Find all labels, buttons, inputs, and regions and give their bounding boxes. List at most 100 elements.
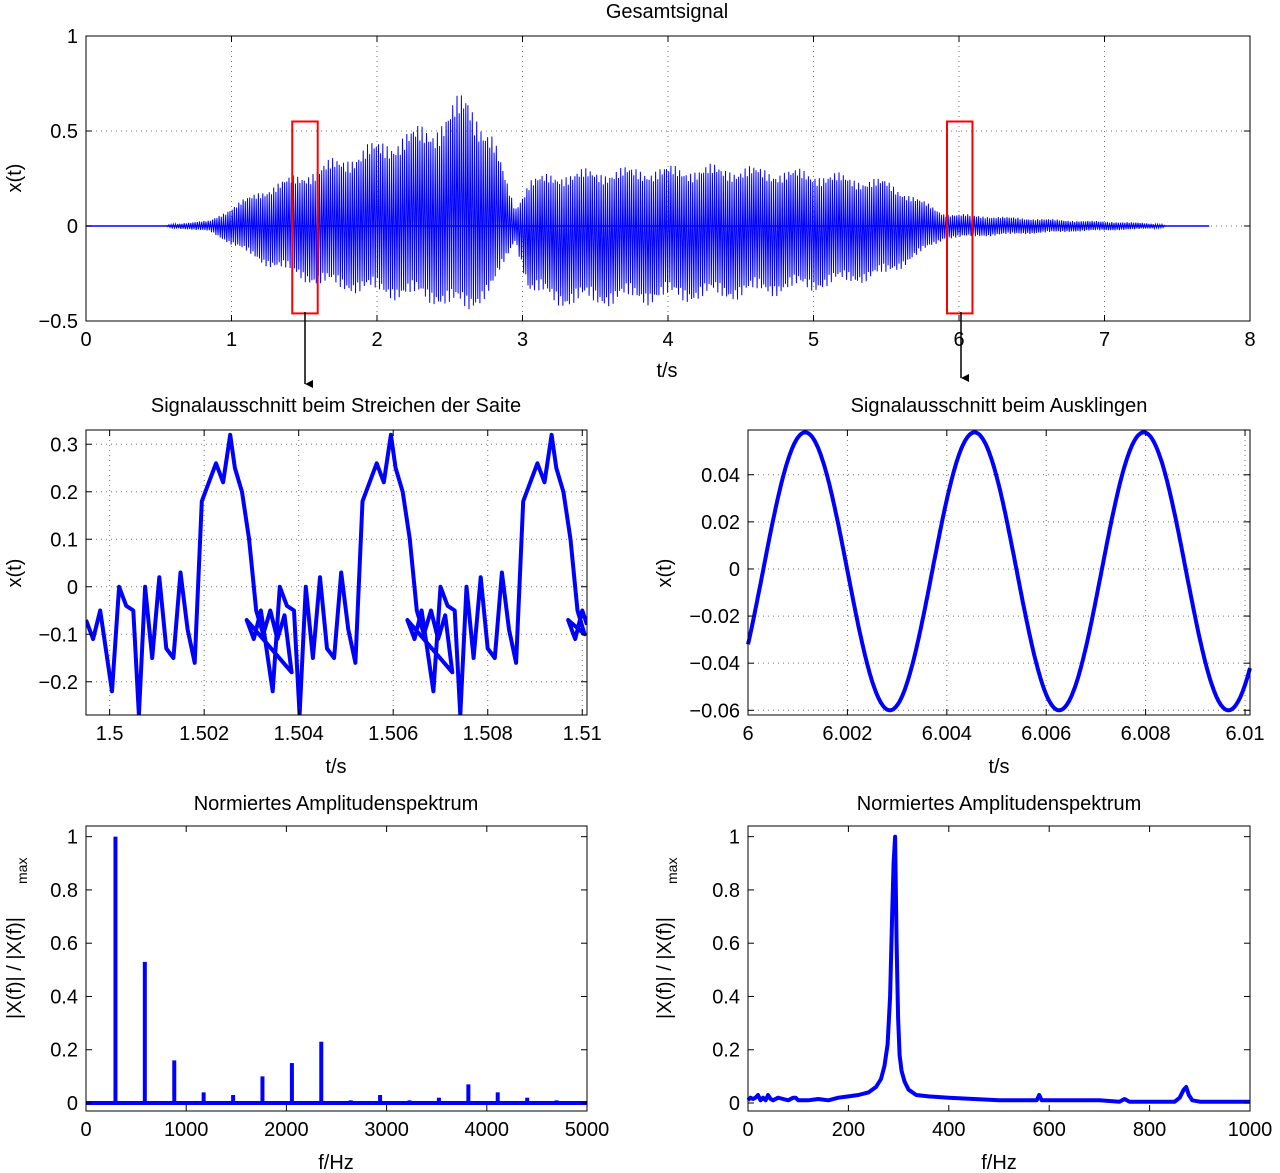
axis-ticks: 1.5 1.502 1.504 1.506 1.508 1.51 0.3 0.2 0.1 0 −0.… [39,430,602,745]
y-tick-label: −0.1 [39,624,78,646]
x-axis-label: t/s [325,756,346,778]
y-axis-label: x(t) [4,559,26,588]
x-tick-label: 800 [1133,1119,1166,1141]
y-tick-label: 0 [67,1093,78,1115]
chart-title: Gesamtsignal [606,1,728,23]
y-axis-label: x(t) [654,559,676,588]
decay-segment-chart: Signalausschnitt beim Ausklingen 6 6.002 6… [654,395,1264,778]
x-axis-label: f/Hz [981,1152,1017,1173]
y-tick-label: 0 [729,559,740,581]
y-tick-label: 0.6 [50,933,78,955]
x-tick-label: 1.506 [368,723,418,745]
bowing-spectrum-chart: Normiertes Amplitudenspektrum 0 1000 2000 3… [4,793,609,1173]
bowing-segment-chart: Signalausschnitt beim Streichen der Sait… [4,395,602,778]
axis-ticks: 0 1000 2000 3000 4000 5000 1 0.8 0.6 0.4 0.2 0 [50,826,609,1141]
x-tick-label: 6 [742,723,753,745]
x-tick-label: 5 [808,329,819,351]
signal-marks [86,95,1210,315]
y-tick-label: −0.02 [689,606,740,628]
x-tick-label: 6 [953,329,964,351]
signal-line [746,430,1252,713]
y-tick-label: 0.1 [50,529,78,551]
y-tick-label: 0.04 [701,465,740,487]
y-tick-label: 0.8 [712,880,740,902]
signal-marks [746,430,1252,713]
y-axis-label-group: |X(f)| / |X(f)| max [4,858,30,1019]
x-tick-label: 1 [226,329,237,351]
y-tick-label: 0.8 [50,880,78,902]
x-tick-label: 4000 [465,1119,510,1141]
grid-lines [747,430,1250,715]
x-tick-label: 6.002 [822,723,872,745]
x-axis-label: t/s [988,756,1009,778]
x-tick-label: 6.004 [922,723,972,745]
x-tick-label: 4 [662,329,673,351]
overall-signal-chart: Gesamtsignal 0 1 2 3 4 5 6 7 810.50−0.5 t/s x(t) [4,1,1256,382]
x-tick-label: 2 [371,329,382,351]
plot-area [86,826,587,1111]
x-tick-label: 3 [517,329,528,351]
chart-title: Normiertes Amplitudenspektrum [194,793,479,815]
x-tick-label: 0 [80,329,91,351]
x-axis-label: f/Hz [318,1152,354,1173]
signal-marks [86,432,587,715]
plot-area [748,430,1250,715]
chart-title: Normiertes Amplitudenspektrum [857,793,1142,815]
y-tick-label: 0.2 [50,1040,78,1062]
x-tick-label: 5000 [565,1119,610,1141]
y-tick-label: 0.3 [50,434,78,456]
y-tick-label: −0.06 [689,700,740,722]
x-tick-label: 1.51 [563,723,602,745]
y-tick-label: 0.6 [712,933,740,955]
x-tick-label: 600 [1033,1119,1066,1141]
x-tick-label: 0 [80,1119,91,1141]
highlight-window [946,120,974,315]
axis-ticks: 6 6.002 6.004 6.006 6.008 6.01 0.04 0.02 0 −0.02 −… [689,430,1264,745]
x-tick-label: 200 [832,1119,865,1141]
x-tick-label: 1.508 [463,723,513,745]
plot-area [86,430,587,715]
y-axis-label: x(t) [4,164,26,193]
x-tick-label: 0 [742,1119,753,1141]
y-tick-label: 0 [67,216,78,238]
y-tick-label: 0.2 [712,1040,740,1062]
x-tick-label: 6.006 [1021,723,1071,745]
y-tick-label: −0.04 [689,653,740,675]
y-tick-label: 1 [67,827,78,849]
y-tick-label: 0.4 [712,986,740,1008]
chart-title: Signalausschnitt beim Ausklingen [851,395,1148,417]
spectrum-line [746,834,1250,1104]
x-tick-label: 1.5 [96,723,124,745]
spectrum-marks [746,834,1250,1104]
y-axis-label: |X(f)| / |X(f)| [4,917,26,1019]
signal-line [86,432,587,715]
y-tick-label: 0.4 [50,986,78,1008]
axis-ticks: 0 1 2 3 4 5 6 7 810.50−0.5 [39,26,1256,351]
y-axis-label-subscript: max [14,858,30,884]
x-tick-label: 1.502 [179,723,229,745]
y-axis-label: |X(f)| / |X(f)| [654,917,676,1019]
x-tick-label: 8 [1244,329,1255,351]
chart-title: Signalausschnitt beim Streichen der Sait… [151,395,521,417]
y-axis-label-subscript: max [664,858,680,884]
y-tick-label: 0 [67,577,78,599]
x-tick-label: 400 [932,1119,965,1141]
axes-frame [747,825,1251,1112]
y-tick-label: 1 [67,26,78,48]
x-tick-label: 1000 [164,1119,209,1141]
x-tick-label: 1.504 [274,723,324,745]
axes-frame [85,429,588,716]
axes-frame [747,429,1251,716]
y-axis-label-group: |X(f)| / |X(f)| max [654,858,680,1019]
decay-spectrum-chart: Normiertes Amplitudenspektrum 0 200 400 600… [654,793,1272,1173]
y-tick-label: 0.02 [701,512,740,534]
plot-area [748,826,1250,1111]
x-tick-label: 7 [1099,329,1110,351]
axes-frame [85,825,588,1112]
x-tick-label: 1000 [1228,1119,1273,1141]
y-tick-label: 1 [729,827,740,849]
y-tick-label: 0.5 [50,121,78,143]
x-axis-label: t/s [656,360,677,382]
y-tick-label: −0.5 [39,311,78,333]
